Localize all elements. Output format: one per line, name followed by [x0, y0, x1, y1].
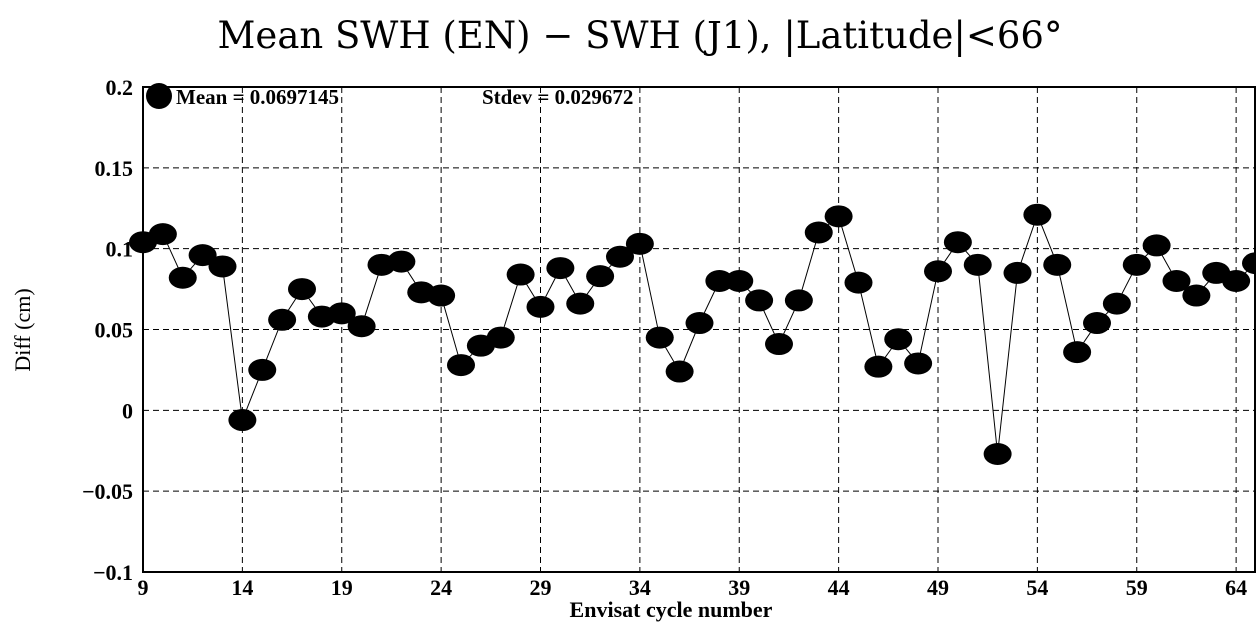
- x-axis-ticks: 9 14 19 24 29 34 39 44 49 54 59 64: [138, 575, 1248, 600]
- data-point: [625, 232, 654, 255]
- data-point: [566, 292, 595, 315]
- data-point: [447, 354, 475, 377]
- data-point: [983, 442, 1012, 465]
- x-tick-label: 64: [1225, 575, 1247, 600]
- data-point: [864, 355, 893, 378]
- y-tick-label: −0.05: [82, 479, 133, 504]
- y-tick-label: 0: [122, 398, 133, 423]
- data-point: [645, 326, 674, 349]
- x-tick-label: 24: [430, 575, 452, 600]
- x-axis-label: Envisat cycle number: [570, 597, 773, 622]
- data-point: [327, 302, 356, 325]
- data-point: [268, 308, 297, 331]
- data-point: [824, 205, 853, 228]
- x-tick-label: 49: [927, 575, 949, 600]
- data-point: [685, 312, 714, 335]
- data-point: [1142, 234, 1171, 257]
- data-point: [943, 231, 972, 254]
- y-tick-label: 0.2: [106, 75, 134, 100]
- data-point: [1222, 270, 1251, 292]
- data-point: [248, 358, 277, 381]
- data-point: [606, 245, 634, 268]
- data-point: [148, 223, 177, 246]
- data-point: [506, 263, 535, 286]
- x-tick-label: 39: [728, 575, 750, 600]
- y-axis-label: Diff (cm): [10, 288, 35, 371]
- data-point: [427, 284, 456, 307]
- data-point: [486, 326, 515, 349]
- data-point: [1023, 203, 1052, 226]
- x-tick-label: 59: [1126, 575, 1148, 600]
- series-line: [142, 213, 1256, 455]
- data-point: [526, 295, 555, 318]
- grid: [143, 87, 1256, 572]
- chart-title: Mean SWH (EN) − SWH (J1), |Latitude|<66°: [218, 14, 1063, 57]
- x-tick-label: 34: [629, 575, 651, 600]
- data-point: [884, 328, 913, 351]
- data-point: [1003, 261, 1032, 284]
- data-point: [804, 221, 833, 244]
- data-point: [168, 266, 197, 289]
- data-point: [1182, 284, 1211, 307]
- x-tick-label: 44: [828, 575, 850, 600]
- data-point: [745, 289, 774, 312]
- data-point: [208, 255, 237, 278]
- data-point: [1043, 253, 1072, 276]
- x-tick-label: 19: [331, 575, 353, 600]
- data-point: [586, 265, 615, 288]
- data-point: [844, 271, 873, 294]
- data-point: [904, 352, 933, 375]
- legend-marker: [146, 83, 172, 109]
- data-point: [665, 360, 694, 383]
- data-point: [288, 278, 316, 301]
- data-point: [1102, 292, 1131, 315]
- data-point: [228, 409, 257, 432]
- data-point: [765, 333, 793, 356]
- x-tick-label: 29: [530, 575, 552, 600]
- data-point: [924, 260, 952, 283]
- data-point: [347, 315, 376, 338]
- y-tick-label: 0.15: [95, 156, 134, 181]
- data-point: [784, 289, 813, 312]
- stdev-annotation: Stdev = 0.029672: [482, 85, 633, 109]
- y-tick-label: −0.1: [93, 560, 133, 585]
- data-point: [725, 270, 754, 292]
- data-point: [705, 270, 734, 292]
- y-tick-label: 0.1: [106, 237, 134, 262]
- y-tick-label: 0.05: [95, 318, 134, 343]
- x-tick-label: 9: [138, 575, 149, 600]
- data-point: [1063, 341, 1092, 364]
- data-point: [1242, 252, 1256, 275]
- data-point: [387, 250, 416, 273]
- data-point: [963, 253, 992, 276]
- data-point: [1162, 270, 1191, 292]
- data-point: [1122, 253, 1151, 276]
- data-point: [1083, 312, 1111, 335]
- mean-annotation: Mean = 0.0697145: [176, 85, 339, 109]
- y-axis-ticks: −0.1 −0.05 0 0.05 0.1 0.15 0.2: [82, 75, 133, 585]
- x-tick-label: 54: [1026, 575, 1048, 600]
- data-point: [546, 257, 575, 280]
- x-tick-label: 14: [231, 575, 253, 600]
- plot-frame: [142, 86, 1256, 573]
- data-points: [129, 203, 1256, 465]
- data-point: [188, 244, 217, 267]
